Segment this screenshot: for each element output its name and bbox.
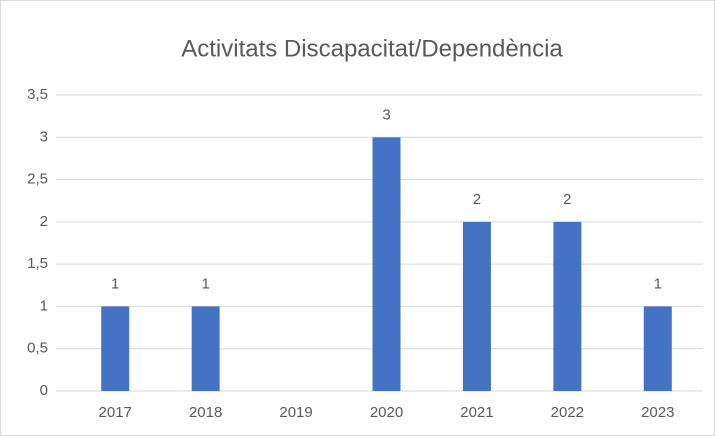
x-tick-label: 2018	[189, 404, 222, 421]
y-tick-label: 0	[40, 382, 48, 399]
y-tick-label: 3,5	[27, 86, 48, 103]
x-tick-label: 2021	[460, 404, 493, 421]
data-label: 1	[111, 275, 119, 292]
x-tick-label: 2019	[279, 404, 312, 421]
x-tick-label: 2017	[99, 404, 132, 421]
data-label: 2	[563, 191, 571, 208]
data-label: 2	[473, 191, 481, 208]
bar	[643, 306, 672, 391]
y-tick-label: 1,5	[27, 255, 48, 272]
bar	[372, 137, 401, 391]
data-label: 1	[201, 275, 209, 292]
bar	[462, 221, 491, 391]
y-tick-label: 2,5	[27, 171, 48, 188]
y-tick-label: 2	[40, 213, 48, 230]
data-label: 3	[382, 106, 390, 123]
y-tick-label: 1	[40, 297, 48, 314]
x-tick-label: 2020	[370, 404, 403, 421]
bar	[101, 306, 130, 391]
y-tick-label: 0,5	[27, 340, 48, 357]
x-tick-label: 2022	[551, 404, 584, 421]
bar	[191, 306, 220, 391]
bar	[553, 221, 582, 391]
chart-title: Activitats Discapacitat/Dependència	[181, 35, 563, 62]
x-tick-label: 2023	[641, 404, 674, 421]
y-tick-label: 3	[40, 128, 48, 145]
data-label: 1	[654, 275, 662, 292]
